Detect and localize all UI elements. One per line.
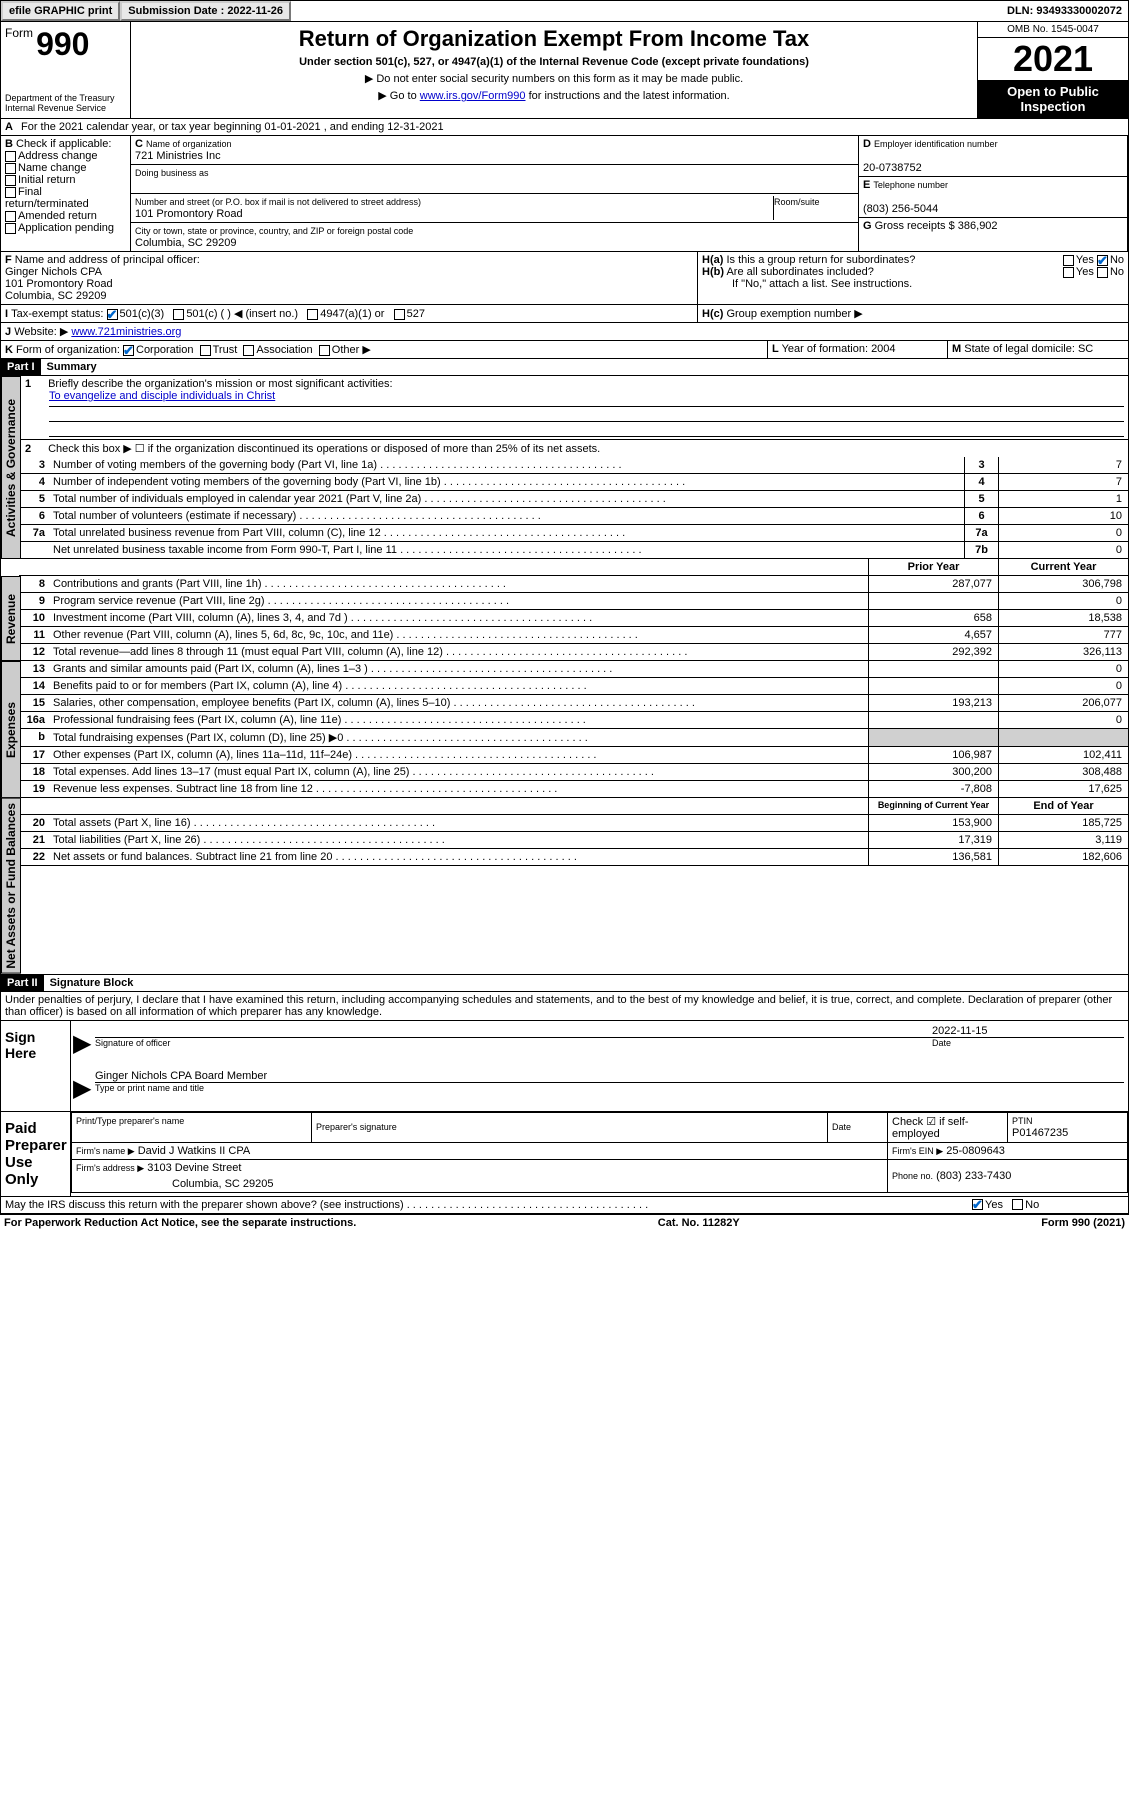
dept-text: Department of the Treasury Internal Reve… <box>5 93 126 113</box>
part1-title: Summary <box>41 359 103 375</box>
line-a: A For the 2021 calendar year, or tax yea… <box>0 119 1129 136</box>
gross-receipts: 386,902 <box>958 220 998 232</box>
form-word: Form <box>5 26 33 40</box>
tab-netassets: Net Assets or Fund Balances <box>1 798 21 974</box>
tab-governance: Activities & Governance <box>1 376 21 559</box>
part2-bar: Part II <box>1 975 44 991</box>
officer-block: F Name and address of principal officer:… <box>0 252 1129 305</box>
subtitle-1: Under section 501(c), 527, or 4947(a)(1)… <box>135 56 973 68</box>
part2-title: Signature Block <box>44 975 140 991</box>
dln-text: DLN: 93493330002072 <box>1001 1 1128 21</box>
paid-preparer-block: Paid Preparer Use Only Print/Type prepar… <box>0 1112 1129 1197</box>
subtitle-2: ▶ Do not enter social security numbers o… <box>135 72 973 85</box>
tab-revenue: Revenue <box>1 576 21 661</box>
part1-bar: Part I <box>1 359 41 375</box>
declaration-text: Under penalties of perjury, I declare th… <box>0 991 1129 1020</box>
subtitle-3: ▶ Go to www.irs.gov/Form990 for instruct… <box>135 89 973 102</box>
instructions-link[interactable]: www.irs.gov/Form990 <box>420 90 526 102</box>
submission-date-button[interactable]: Submission Date : 2022-11-26 <box>120 1 291 21</box>
form-number: 990 <box>36 26 89 62</box>
page-footer: For Paperwork Reduction Act Notice, see … <box>0 1214 1129 1231</box>
top-bar: efile GRAPHIC print Submission Date : 20… <box>0 0 1129 22</box>
tax-year: 2021 <box>978 38 1128 80</box>
tab-expenses: Expenses <box>1 661 21 798</box>
ein-value: 20-0738752 <box>863 162 922 174</box>
sign-here-block: Sign Here ▶ 2022-11-15 Signature of offi… <box>0 1020 1129 1112</box>
org-name: 721 Ministries Inc <box>135 150 221 162</box>
mission-link[interactable]: To evangelize and disciple individuals i… <box>49 390 275 402</box>
omb-number: OMB No. 1545-0047 <box>978 22 1128 38</box>
website-link[interactable]: www.721ministries.org <box>71 326 181 338</box>
efile-print-button[interactable]: efile GRAPHIC print <box>1 1 120 21</box>
form-title: Return of Organization Exempt From Incom… <box>135 26 973 52</box>
identity-block: B Check if applicable: Address change Na… <box>0 136 1129 252</box>
form-header: Form 990 Department of the Treasury Inte… <box>0 22 1129 119</box>
phone-value: (803) 256-5044 <box>863 203 938 215</box>
org-city: Columbia, SC 29209 <box>135 237 237 249</box>
inspection-box: Open to Public Inspection <box>978 80 1128 118</box>
org-address: 101 Promontory Road <box>135 208 243 220</box>
